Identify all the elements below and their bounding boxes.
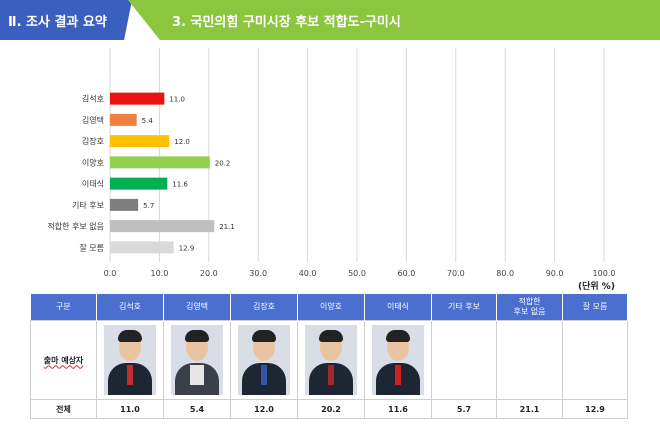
- table-header-cell: 적합한 후보 없음: [496, 294, 563, 321]
- table-header-cell: 잘 모름: [562, 294, 628, 321]
- category-label: 적합한 후보 없음: [47, 221, 104, 231]
- photo-cell: [297, 320, 365, 400]
- data-label: 5.7: [143, 202, 154, 210]
- category-label: 이양호: [82, 157, 104, 167]
- x-tick-label: 60.0: [397, 269, 415, 278]
- total-value: 5.4: [163, 399, 231, 419]
- photo-row-label-text: 출마 예상자: [43, 355, 84, 365]
- photo-cell: [230, 320, 298, 400]
- table-header-cell: 김장호: [230, 294, 298, 321]
- title-band: [128, 0, 660, 40]
- bar: [110, 220, 215, 233]
- x-tick-label: 100.0: [593, 269, 616, 278]
- bar: [110, 241, 174, 254]
- bar: [110, 156, 210, 169]
- bar-chart: 0.0 10.0 20.0 30.0 40.0 50.0 60.0 70.0 80.0 90.0 1…: [47, 48, 616, 278]
- category-label: 이태식: [82, 179, 104, 189]
- x-tick-label: 40.0: [299, 269, 317, 278]
- total-row: 전체 11.0 5.4 12.0 20.2 11.6 5.7 21.1 12.9: [30, 399, 628, 419]
- total-value: 12.9: [562, 399, 628, 419]
- photo-row-label: 출마 예상자: [30, 320, 97, 400]
- data-label: 11.6: [172, 181, 188, 189]
- total-value: 11.6: [364, 399, 432, 419]
- section-tab: Ⅱ. 조사 결과 요약: [0, 0, 132, 40]
- candidate-photo: [238, 325, 290, 395]
- x-tick-label: 30.0: [249, 269, 267, 278]
- total-value: 20.2: [297, 399, 365, 419]
- table-header-row: 구분 김석호 김영택 김장호 이양호 이태식 기타 후보 적합한 후보 없음 잘…: [30, 294, 628, 321]
- x-tick-label: 50.0: [348, 269, 366, 278]
- photo-cell: [163, 320, 231, 400]
- data-label: 12.9: [179, 244, 195, 252]
- candidate-photo: [104, 325, 156, 395]
- x-tick-label: 80.0: [496, 269, 514, 278]
- data-label: 5.4: [142, 117, 154, 125]
- empty-cell: [496, 320, 563, 400]
- x-tick-label: 20.0: [200, 269, 218, 278]
- candidate-photo: [372, 325, 424, 395]
- page-title: 3. 국민의힘 구미시장 후보 적합도-구미시: [172, 15, 401, 30]
- bar: [110, 198, 139, 211]
- total-value: 5.7: [431, 399, 497, 419]
- bar: [110, 135, 170, 148]
- category-label: 김장호: [82, 136, 104, 146]
- table-header-cell: 김영택: [163, 294, 231, 321]
- section-label: Ⅱ. 조사 결과 요약: [8, 14, 107, 30]
- candidate-table: 구분 김석호 김영택 김장호 이양호 이태식 기타 후보 적합한 후보 없음 잘…: [30, 294, 628, 419]
- total-value: 12.0: [230, 399, 298, 419]
- category-label: 김석호: [82, 94, 104, 104]
- data-label: 12.0: [174, 138, 190, 146]
- table-header-cell: 김석호: [96, 294, 164, 321]
- category-label: 기타 후보: [72, 201, 104, 210]
- table-header-cell: 기타 후보: [431, 294, 497, 321]
- x-tick-label: 0.0: [104, 269, 117, 278]
- category-label: 잘 모름: [79, 243, 104, 252]
- photo-cell: [364, 320, 432, 400]
- bar: [110, 177, 168, 190]
- candidate-photo: [171, 325, 223, 395]
- table-header-cell: 구분: [30, 294, 97, 321]
- candidate-photo: [305, 325, 357, 395]
- empty-cell: [562, 320, 628, 400]
- x-tick-label: 90.0: [546, 269, 564, 278]
- x-tick-label: 10.0: [150, 269, 168, 278]
- total-value: 11.0: [96, 399, 164, 419]
- photo-cell: [96, 320, 164, 400]
- photo-row: 출마 예상자: [30, 320, 628, 400]
- x-tick-label: 70.0: [447, 269, 465, 278]
- data-label: 21.1: [219, 223, 235, 231]
- table-header-cell: 이양호: [297, 294, 365, 321]
- data-label: 20.2: [215, 159, 231, 167]
- bar: [110, 92, 165, 105]
- empty-cell: [431, 320, 497, 400]
- unit-label: (단위 %): [578, 282, 615, 292]
- total-row-label: 전체: [30, 399, 97, 419]
- bar: [110, 113, 137, 126]
- category-label: 김영택: [82, 115, 104, 125]
- data-label: 11.0: [169, 96, 185, 104]
- total-value: 21.1: [496, 399, 563, 419]
- table-header-cell: 이태식: [364, 294, 432, 321]
